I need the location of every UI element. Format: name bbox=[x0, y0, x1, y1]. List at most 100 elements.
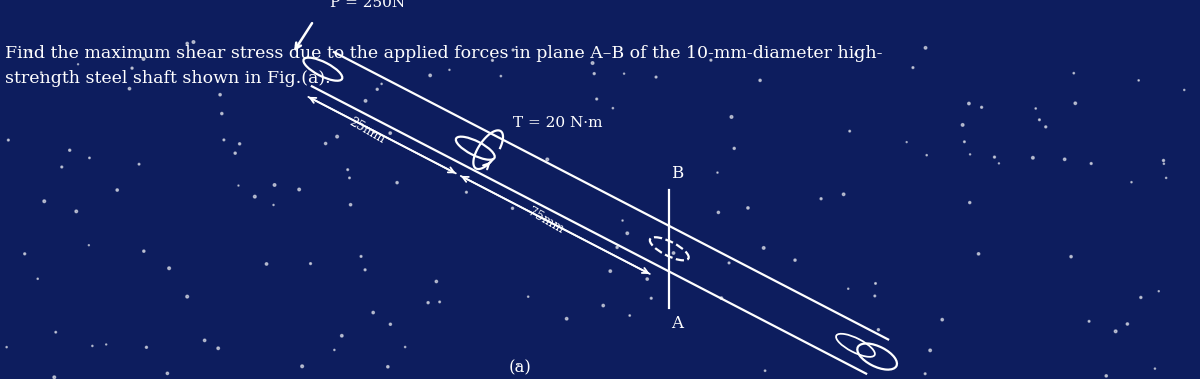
Point bbox=[959, 100, 978, 106]
Text: (a): (a) bbox=[509, 360, 532, 377]
Point bbox=[79, 242, 98, 248]
Point bbox=[60, 147, 79, 153]
Point bbox=[1129, 77, 1148, 83]
Point bbox=[380, 130, 400, 136]
Point bbox=[44, 374, 64, 379]
Point bbox=[134, 56, 154, 62]
Point bbox=[1064, 70, 1084, 76]
Point bbox=[31, 69, 50, 75]
Point bbox=[328, 133, 347, 139]
Point bbox=[960, 200, 979, 206]
Point bbox=[904, 64, 923, 70]
Point bbox=[968, 251, 988, 257]
Point bbox=[396, 344, 415, 350]
Point bbox=[80, 155, 100, 161]
Point bbox=[491, 73, 510, 79]
Point bbox=[637, 276, 656, 282]
Point bbox=[846, 51, 865, 57]
Point bbox=[701, 57, 720, 63]
Point bbox=[160, 265, 179, 271]
Point bbox=[1150, 288, 1169, 294]
Point bbox=[378, 364, 397, 370]
Point bbox=[388, 180, 407, 186]
Point bbox=[538, 157, 557, 163]
Point bbox=[35, 198, 54, 204]
Point bbox=[440, 67, 460, 73]
Point bbox=[427, 279, 446, 285]
Point bbox=[157, 370, 176, 376]
Point bbox=[712, 295, 731, 301]
Point bbox=[1154, 161, 1174, 167]
Point bbox=[430, 299, 449, 305]
Point bbox=[953, 122, 972, 128]
Point bbox=[955, 139, 974, 145]
Point bbox=[754, 245, 773, 251]
Point bbox=[215, 137, 234, 143]
Point bbox=[210, 92, 229, 98]
Point bbox=[708, 169, 727, 175]
Point bbox=[1117, 321, 1136, 327]
Point bbox=[504, 47, 523, 53]
Point bbox=[618, 230, 637, 236]
Point bbox=[1097, 373, 1116, 379]
Point bbox=[614, 70, 634, 77]
Point bbox=[130, 161, 149, 167]
Point bbox=[709, 209, 728, 215]
Text: 25mm: 25mm bbox=[347, 115, 388, 146]
Point bbox=[960, 151, 979, 157]
Point bbox=[367, 86, 386, 92]
Point bbox=[642, 295, 661, 301]
Point bbox=[972, 104, 991, 110]
Point bbox=[257, 261, 276, 267]
Point bbox=[356, 98, 376, 104]
Point bbox=[0, 137, 18, 143]
Point bbox=[96, 341, 115, 348]
Text: A: A bbox=[671, 315, 683, 332]
Point bbox=[587, 96, 606, 102]
Point bbox=[866, 280, 886, 287]
Point bbox=[1030, 117, 1049, 123]
Point bbox=[301, 261, 320, 267]
Point bbox=[1036, 124, 1055, 130]
Point bbox=[985, 154, 1004, 160]
Point bbox=[601, 268, 620, 274]
Point bbox=[869, 327, 888, 333]
Point bbox=[916, 371, 935, 377]
Point bbox=[184, 39, 203, 45]
Point bbox=[264, 202, 283, 208]
Point bbox=[457, 189, 476, 195]
Point bbox=[1062, 254, 1081, 260]
Point bbox=[52, 164, 71, 170]
Point bbox=[1066, 100, 1085, 106]
Point bbox=[1080, 318, 1099, 324]
Point bbox=[316, 141, 335, 147]
Text: 75mm: 75mm bbox=[526, 205, 565, 236]
Point bbox=[364, 310, 383, 316]
Point bbox=[811, 196, 830, 202]
Point bbox=[229, 183, 248, 189]
Point bbox=[839, 286, 858, 292]
Point bbox=[420, 72, 439, 78]
Text: P = 250N: P = 250N bbox=[330, 0, 404, 10]
Point bbox=[16, 251, 35, 257]
Point bbox=[1026, 105, 1045, 111]
Point bbox=[1145, 366, 1164, 372]
Point bbox=[372, 81, 391, 87]
Point bbox=[920, 347, 940, 353]
Point bbox=[178, 294, 197, 300]
Point bbox=[83, 343, 102, 349]
Point bbox=[226, 150, 245, 156]
Point bbox=[1122, 179, 1141, 185]
Point bbox=[1081, 160, 1100, 166]
Point bbox=[898, 139, 917, 145]
Point bbox=[122, 65, 142, 71]
Point bbox=[750, 77, 769, 83]
Point bbox=[917, 152, 936, 158]
Text: Find the maximum shear stress due to the applied forces in plane A–B of the 10-m: Find the maximum shear stress due to the… bbox=[5, 45, 882, 62]
Point bbox=[134, 248, 154, 254]
Point bbox=[0, 344, 17, 350]
Point bbox=[720, 260, 739, 266]
Point bbox=[355, 267, 374, 273]
Text: B: B bbox=[671, 165, 684, 182]
Point bbox=[725, 146, 744, 152]
